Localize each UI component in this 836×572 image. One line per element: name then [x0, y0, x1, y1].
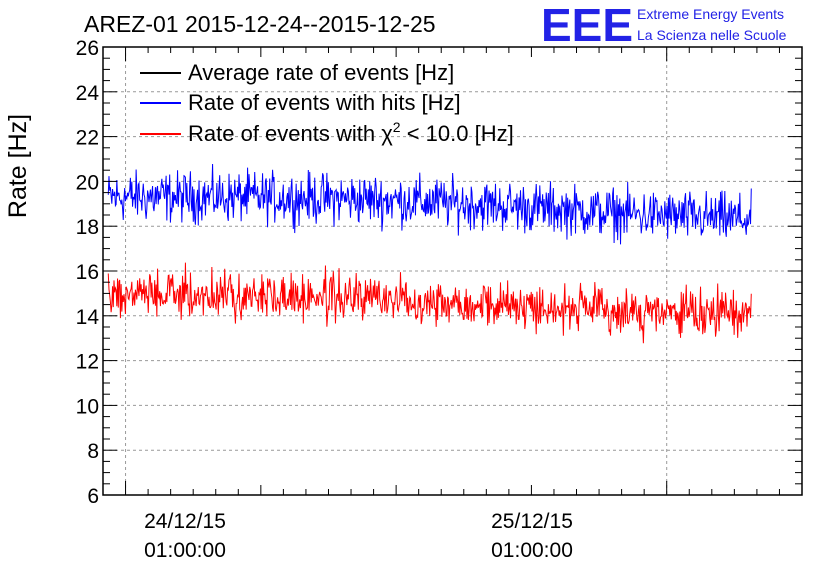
y-tick-label: 16	[76, 261, 99, 284]
legend-label-hits: Rate of events with hits [Hz]	[188, 90, 461, 115]
eee-logo-line2: La Scienza nelle Scuole	[637, 27, 787, 43]
chart-title: AREZ-01 2015-12-24--2015-12-25	[84, 11, 436, 37]
series-group	[107, 163, 752, 344]
y-tick-label: 14	[76, 306, 100, 329]
legend-chi2-symbol: χ	[381, 121, 393, 146]
x-tick-labels: 24/12/15 01:00:00 25/12/15 01:00:00	[144, 510, 573, 562]
y-axis-label: Rate [Hz]	[4, 114, 32, 218]
legend-chi2-sup: 2	[393, 119, 401, 135]
eee-logo-line1: Extreme Energy Events	[637, 6, 784, 22]
y-tick-label: 22	[76, 127, 99, 150]
legend: Average rate of events [Hz] Rate of even…	[140, 60, 514, 146]
series-line-hits	[107, 163, 752, 245]
y-tick-labels: 6 8 10 12 14 16 18 20 22 24 26	[76, 37, 100, 508]
x-tick-label-date: 24/12/15	[144, 510, 226, 533]
eee-logo: EEE Extreme Energy Events La Scienza nel…	[541, 0, 787, 51]
legend-label-average: Average rate of events [Hz]	[188, 60, 454, 85]
y-tick-label: 18	[76, 216, 99, 239]
y-tick-label: 8	[87, 440, 99, 463]
eee-logo-mark: EEE	[541, 0, 633, 51]
axis-ticks	[102, 46, 803, 496]
x-tick-label-time: 01:00:00	[491, 539, 573, 562]
y-tick-label: 26	[76, 37, 99, 60]
x-tick-label-time: 01:00:00	[144, 539, 226, 562]
y-tick-label: 20	[76, 171, 99, 194]
y-tick-label: 12	[76, 351, 99, 374]
legend-label-chi2: Rate of events with χ2 < 10.0 [Hz]	[188, 119, 514, 146]
y-tick-label: 10	[76, 395, 99, 418]
legend-chi2-prefix: Rate of events with	[188, 121, 381, 146]
legend-chi2-suffix: < 10.0 [Hz]	[401, 121, 514, 146]
y-tick-label: 24	[76, 82, 100, 105]
y-tick-label: 6	[87, 485, 99, 508]
x-tick-label-date: 25/12/15	[491, 510, 573, 533]
series-line-chi2	[107, 262, 752, 344]
